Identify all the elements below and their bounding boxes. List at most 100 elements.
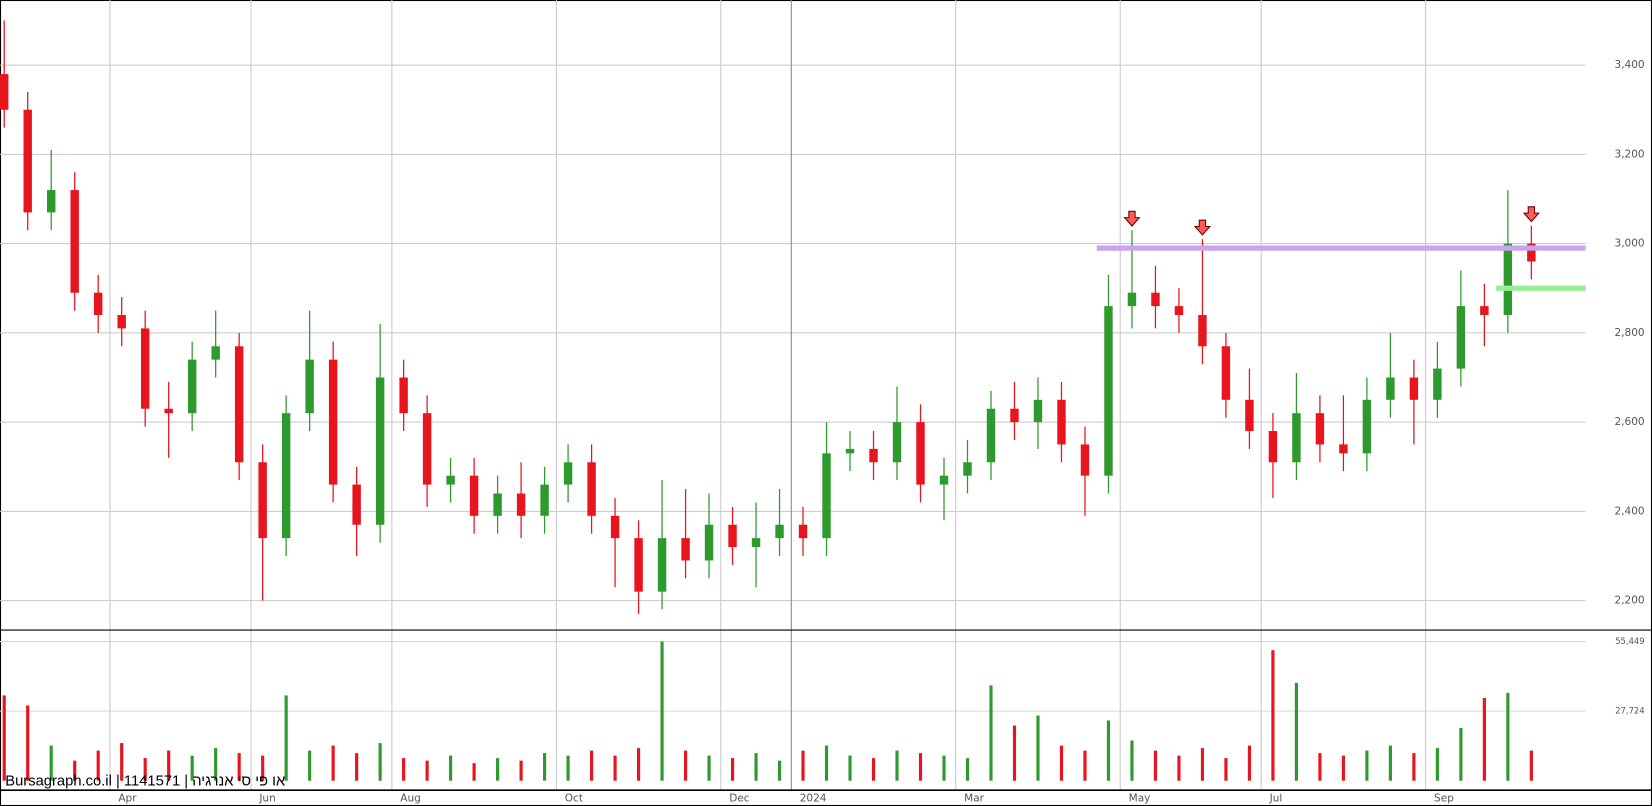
volume-bar <box>425 760 429 781</box>
volume-bar <box>214 748 218 781</box>
candle-body <box>469 475 479 516</box>
candle-body <box>634 538 643 592</box>
candle-body <box>258 462 267 539</box>
candle-body <box>187 359 197 414</box>
candle-body <box>446 475 455 485</box>
signal-arrow <box>1123 210 1141 227</box>
volume-bar <box>1012 725 1017 781</box>
volume-bar <box>449 755 453 781</box>
candle-body <box>1480 306 1489 316</box>
volume-bar <box>566 755 570 781</box>
volume-bar <box>73 760 77 781</box>
volume-bar <box>1224 758 1228 781</box>
volume-bar <box>1200 748 1205 781</box>
volume-bar <box>730 758 735 781</box>
volume-bar <box>1271 650 1275 781</box>
volume-bar <box>143 758 147 781</box>
volume-bar <box>1294 682 1298 781</box>
candle-body <box>681 538 690 561</box>
x-tick-label: Sep <box>1434 793 1454 805</box>
volume-bar <box>1247 745 1252 781</box>
volume-bar <box>707 755 711 781</box>
volume-bar <box>1435 748 1439 781</box>
candle-body <box>1198 315 1207 347</box>
candle-body <box>939 475 949 485</box>
volume-bar <box>1482 697 1486 781</box>
candle-body <box>728 524 737 548</box>
candle-body <box>1221 346 1231 400</box>
x-tick-label: Jun <box>258 793 275 805</box>
volume-bar <box>754 753 758 781</box>
volume-bar <box>1059 745 1064 781</box>
x-tick-label: Aug <box>400 793 421 805</box>
volume-bar <box>355 753 359 781</box>
candle-body <box>892 422 902 463</box>
candle-body <box>1386 377 1395 400</box>
candle-body <box>1456 306 1466 369</box>
candle-body <box>1503 243 1513 316</box>
y-tick-label: 2,400 <box>1615 505 1645 517</box>
candle-body <box>375 377 385 525</box>
volume-bar <box>1036 715 1040 781</box>
candle-body <box>281 413 291 539</box>
candle-body <box>46 190 56 213</box>
volume-bar <box>613 755 617 781</box>
volume-bar <box>683 750 688 781</box>
x-tick-label: May <box>1129 793 1151 805</box>
candle-body <box>1268 431 1278 463</box>
candle-body <box>352 484 361 525</box>
volume-bar <box>519 760 523 781</box>
candle-body <box>1033 399 1043 423</box>
volume-bar <box>824 745 829 781</box>
volume-bar <box>472 763 476 781</box>
candle-body <box>563 462 573 485</box>
candle-body <box>234 346 244 463</box>
candle-body <box>93 292 103 316</box>
candle-body <box>610 515 620 539</box>
price-level <box>1096 245 1586 251</box>
volume-bar <box>1506 692 1510 781</box>
volume-bar <box>1388 745 1392 781</box>
volume-bar <box>1083 750 1087 781</box>
volume-bar <box>2 695 6 781</box>
volume-bar <box>895 750 899 781</box>
volume-bar <box>1177 755 1181 781</box>
volume-bar <box>777 760 782 781</box>
watermark: Bursagraph.co.il | 1141571 | או פי סי אנ… <box>5 774 286 790</box>
candle-body <box>328 359 338 485</box>
x-tick-label: Dec <box>729 793 750 805</box>
candle-body <box>1362 399 1372 454</box>
candle-body <box>164 408 173 414</box>
candle-body <box>1339 444 1348 454</box>
candle-body <box>140 328 150 409</box>
candle-body <box>117 315 126 329</box>
candle-body <box>516 493 526 516</box>
volume-bar <box>965 758 970 781</box>
volume-bar <box>590 750 594 781</box>
volume-bar <box>120 743 124 781</box>
volume-bar <box>261 755 265 781</box>
candle-body <box>869 448 878 463</box>
x-tick-label: Jul <box>1269 793 1283 805</box>
candle-body <box>399 377 408 414</box>
candle-body <box>1104 306 1113 476</box>
volume-bar <box>801 750 805 781</box>
candle-body <box>704 524 714 561</box>
volume-bar <box>848 755 852 781</box>
candle-body <box>1527 243 1536 262</box>
candle-body <box>657 538 667 592</box>
candle-body <box>1433 368 1442 400</box>
candle-body <box>1127 292 1137 307</box>
candle-body <box>798 524 808 539</box>
volume-bar <box>96 750 100 781</box>
candle-body <box>775 524 784 539</box>
candle-body <box>305 359 314 414</box>
volume-bar <box>1153 750 1158 781</box>
volume-bar <box>989 685 993 781</box>
candle-body <box>1080 444 1090 476</box>
volume-bar <box>636 748 641 781</box>
volume-bar <box>26 705 30 781</box>
price-level <box>1496 285 1586 291</box>
